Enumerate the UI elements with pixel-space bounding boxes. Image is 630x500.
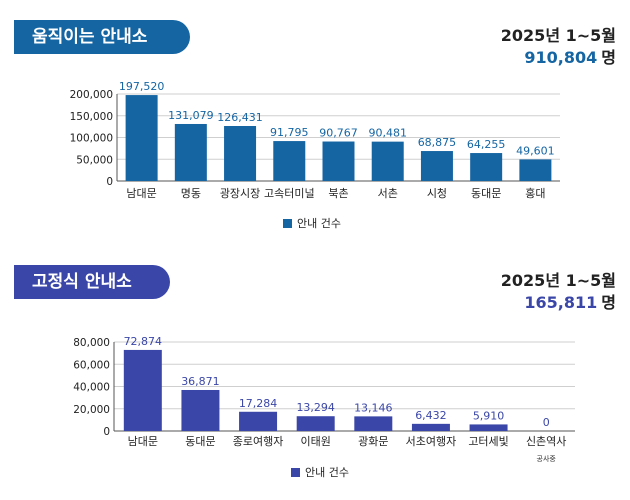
chart1-ytick-label: 200,000 bbox=[70, 89, 113, 101]
chart1-category-label: 홍대 bbox=[525, 186, 545, 200]
chart1-ytick-label: 50,000 bbox=[76, 154, 113, 166]
chart1-category-label: 광장시장 bbox=[220, 187, 260, 200]
chart2-ytick-label: 40,000 bbox=[73, 382, 110, 394]
chart1-data-label: 126,431 bbox=[217, 111, 263, 124]
chart1-ytick-label: 0 bbox=[106, 176, 113, 188]
chart1-legend-swatch bbox=[283, 218, 292, 228]
chart1-bar bbox=[371, 141, 404, 181]
chart2-bar bbox=[123, 349, 162, 431]
chart2-data-label: 72,874 bbox=[124, 335, 163, 348]
chart2-category-label: 고터세빛 bbox=[468, 435, 508, 448]
chart1-data-label: 131,079 bbox=[168, 109, 214, 122]
chart2-bar bbox=[354, 416, 393, 431]
chart2-bar bbox=[296, 416, 335, 431]
chart1-data-label: 68,875 bbox=[418, 136, 457, 149]
chart2-ytick-label: 60,000 bbox=[73, 359, 110, 371]
chart2-category-label: 남대문 bbox=[128, 435, 158, 448]
chart1-data-label: 197,520 bbox=[119, 80, 165, 93]
chart1-category-label: 명동 bbox=[181, 187, 201, 200]
chart2-data-label: 6,432 bbox=[415, 409, 447, 422]
chart1-bar bbox=[519, 159, 552, 181]
chart1-title-banner: 움직이는 안내소 bbox=[14, 20, 190, 54]
chart1-bar bbox=[322, 141, 355, 181]
chart1-total: 910,804 명 bbox=[524, 44, 616, 68]
chart2-ytick-label: 80,000 bbox=[73, 337, 110, 349]
chart1-bar bbox=[273, 141, 306, 181]
chart1-category-label: 고속터미널 bbox=[264, 187, 315, 200]
chart1-category-label: 서촌 bbox=[378, 187, 398, 200]
chart2-category-note: 공사중 bbox=[537, 454, 557, 463]
chart1-period: 2025년 1~5월 bbox=[500, 26, 616, 45]
chart2-total-unit: 명 bbox=[601, 293, 616, 312]
chart2-ytick-label: 0 bbox=[103, 426, 110, 438]
chart2-legend-label: 안내 건수 bbox=[305, 466, 349, 479]
chart2-bar bbox=[181, 389, 220, 431]
chart2-category-label: 동대문 bbox=[185, 435, 215, 448]
chart2-category-label: 종로여행자 bbox=[233, 435, 284, 448]
chart1-data-label: 90,481 bbox=[368, 127, 407, 140]
chart1-ytick-label: 100,000 bbox=[70, 133, 113, 145]
chart1-data-label: 90,767 bbox=[319, 127, 358, 140]
chart1-ytick-label: 150,000 bbox=[70, 111, 113, 123]
chart1-total-value: 910,804 bbox=[524, 48, 598, 67]
chart2-category-label: 서초여행자 bbox=[406, 435, 457, 448]
chart1-bar bbox=[224, 126, 257, 181]
chart1-category-label: 남대문 bbox=[126, 187, 156, 200]
chart1-legend-label: 안내 건수 bbox=[297, 217, 341, 230]
chart1-bar bbox=[470, 153, 503, 181]
chart1-legend: 안내 건수 bbox=[283, 215, 341, 231]
chart2-period: 2025년 1~5월 bbox=[500, 271, 616, 290]
chart1-category-label: 동대문 bbox=[471, 187, 501, 200]
chart2-total: 165,811 명 bbox=[524, 289, 616, 313]
chart2-category-label: 신촌역사 bbox=[526, 435, 566, 448]
chart2-total-value: 165,811 bbox=[524, 293, 598, 312]
chart2-data-label: 5,910 bbox=[473, 409, 505, 422]
chart2-data-label: 13,294 bbox=[296, 401, 335, 414]
chart2-legend: 안내 건수 bbox=[291, 464, 349, 480]
chart1-data-label: 49,601 bbox=[516, 144, 555, 157]
chart2-bar bbox=[239, 411, 278, 431]
chart2-title-banner: 고정식 안내소 bbox=[14, 265, 170, 299]
chart1-bar bbox=[420, 151, 453, 181]
chart2-ytick-label: 20,000 bbox=[73, 404, 110, 416]
chart1-bar bbox=[174, 123, 207, 181]
chart1-category-label: 시청 bbox=[427, 187, 447, 200]
chart1-bar bbox=[125, 95, 158, 181]
chart2-data-label: 36,871 bbox=[181, 375, 220, 388]
chart2-data-label: 13,146 bbox=[354, 401, 393, 414]
chart2-category-label: 광화문 bbox=[358, 435, 388, 448]
chart1-data-label: 64,255 bbox=[467, 138, 506, 151]
chart2-bar bbox=[469, 424, 508, 431]
chart1-category-label: 북촌 bbox=[328, 187, 348, 200]
chart2-data-label: 0 bbox=[543, 416, 550, 429]
chart1-total-unit: 명 bbox=[601, 48, 616, 67]
chart2-legend-swatch bbox=[291, 467, 300, 477]
chart1-data-label: 91,795 bbox=[270, 126, 309, 139]
chart2-bar bbox=[411, 423, 450, 431]
chart2-category-label: 이태원 bbox=[301, 435, 331, 448]
chart2-data-label: 17,284 bbox=[239, 397, 278, 410]
